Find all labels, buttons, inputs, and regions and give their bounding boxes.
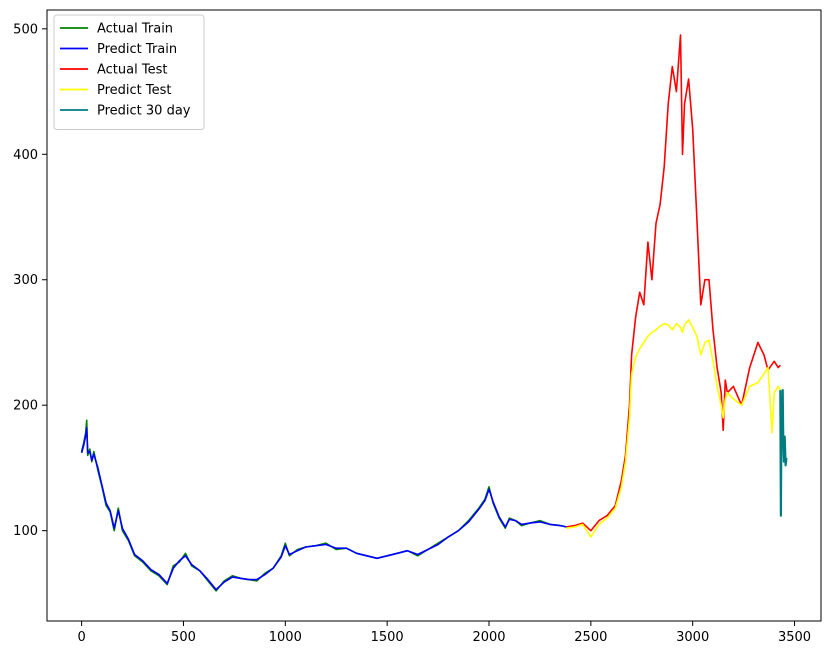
x-tick-label: 3000 [676,630,709,645]
legend-label: Actual Train [97,22,173,37]
x-tick-label: 3500 [778,630,811,645]
y-tick-label: 300 [13,273,38,288]
legend-label: Actual Test [97,63,167,78]
plot-frame [46,9,822,622]
y-tick-label: 100 [13,524,38,539]
series-line-predict-test [566,319,781,538]
x-tick-label: 0 [77,630,85,645]
x-tick-label: 2500 [574,630,607,645]
x-tick-label: 2000 [472,630,505,645]
y-tick-label: 500 [13,22,38,37]
series-layer [80,34,788,592]
legend-label: Predict 30 day [97,104,191,119]
legend: Actual Train Predict Train Actual Test Pred… [53,14,205,130]
y-axis: 100 200 300 400 500 [13,22,47,539]
y-tick-label: 200 [13,399,38,414]
series-line-predict-30-day [779,389,788,517]
x-tick-label: 500 [171,630,196,645]
x-tick-label: 1000 [269,630,302,645]
series-line-actual-train [80,419,567,592]
series-line-predict-train [80,426,567,591]
series-line-actual-test [566,34,781,532]
legend-label: Predict Test [97,83,172,98]
y-tick-label: 400 [13,148,38,163]
legend-label: Predict Train [97,42,177,57]
legend-box [53,14,205,130]
x-tick-label: 1500 [371,630,404,645]
x-axis: 0 500 1000 1500 2000 2500 3000 3500 [77,621,811,645]
